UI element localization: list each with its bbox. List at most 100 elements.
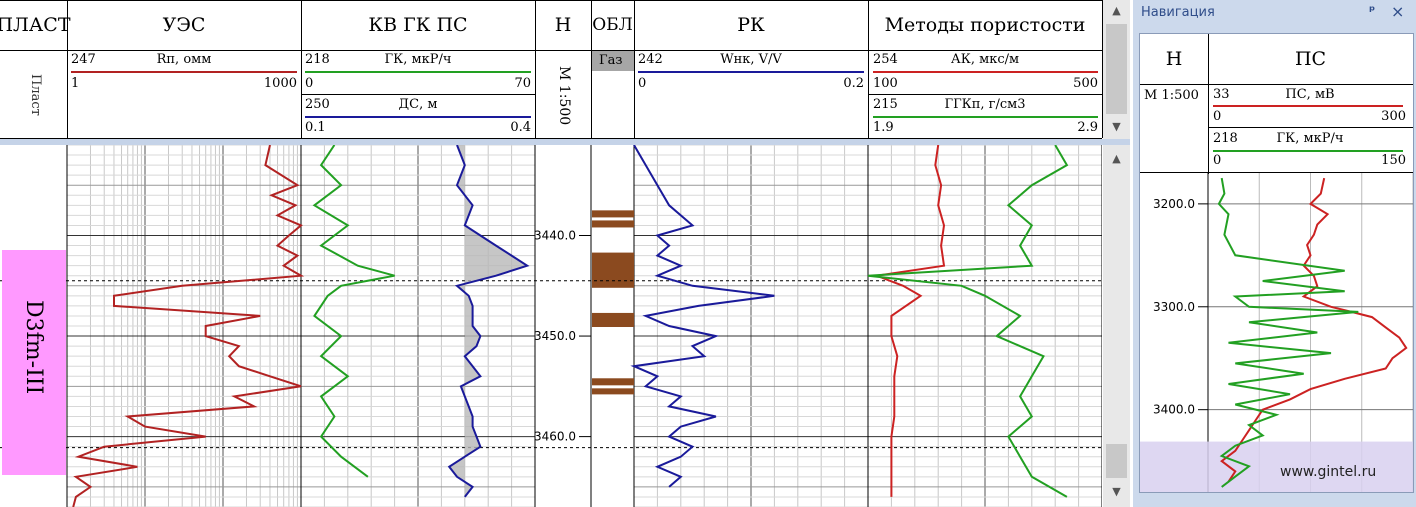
wnk-legend-line [638, 71, 864, 73]
ak-max: 500 [1073, 76, 1098, 91]
ggk-min: 1.9 [873, 120, 894, 135]
col-sep [301, 0, 302, 138]
header-splitter[interactable] [0, 139, 1130, 145]
nav-header-ps: ПС [1294, 48, 1327, 70]
scroll-up-icon[interactable]: ▲ [1112, 152, 1121, 165]
rp-name: Rп, омм [156, 52, 212, 67]
ak-legend-line [873, 71, 1098, 73]
col-sep [67, 0, 68, 138]
plast-subheader: Пласт [28, 74, 43, 116]
ggk-code: 215 [873, 97, 898, 112]
wnk-code: 242 [638, 52, 663, 67]
nav-col-sep [1208, 34, 1209, 174]
header-plast: ПЛАСТ [0, 14, 71, 36]
depth-tick-label: 3450.0 [534, 329, 576, 343]
log-tracks: 3440.0 3450.0 3460.0 [0, 145, 1102, 507]
header-porosity: Методы пористости [884, 14, 1086, 36]
obl-interval [592, 252, 634, 288]
nav-gk-legend-line [1213, 150, 1403, 152]
nav-ps-legend-line [1213, 105, 1403, 107]
obl-interval [592, 312, 634, 328]
gk-legend-line [305, 71, 531, 73]
ggk-max: 2.9 [1077, 120, 1098, 135]
nav-gk-min: 0 [1213, 153, 1222, 168]
pin-icon[interactable]: ᵖ [1369, 4, 1376, 19]
scroll-down-icon[interactable]: ▼ [1112, 120, 1121, 133]
header-depth: Н [554, 14, 572, 36]
scale-label: М 1:500 [556, 66, 572, 126]
nav-ps-max: 300 [1381, 109, 1406, 124]
scroll-up-icon[interactable]: ▲ [1112, 4, 1121, 17]
obl-legend-gas: Газ [599, 53, 623, 68]
rp-code: 247 [71, 52, 96, 67]
ds-name: ДС, м [398, 97, 438, 112]
nav-ps-min: 0 [1213, 109, 1222, 124]
ds-max: 0.4 [510, 120, 531, 135]
obl-interval [592, 220, 634, 228]
wnk-min: 0 [638, 76, 647, 91]
gk-ds-divider [301, 94, 535, 95]
nav-depth-tick-label: 3300.0 [1153, 300, 1195, 314]
ak-name: АК, мкс/м [950, 52, 1020, 67]
ggk-name: ГГКп, г/см3 [944, 97, 1026, 112]
nav-header-depth: Н [1165, 48, 1183, 70]
close-icon[interactable]: × [1391, 2, 1405, 21]
obl-legend-swatch [592, 51, 634, 71]
watermark: www.gintel.ru [1280, 464, 1377, 480]
col-sep [1102, 0, 1103, 138]
body-scroll-thumb[interactable] [1106, 444, 1127, 478]
nav-tracks: 3200.0 3300.0 3400.0 [1140, 173, 1413, 492]
nav-gk-code: 218 [1213, 131, 1238, 146]
col-sep [868, 0, 869, 138]
ds-min: 0.1 [305, 120, 326, 135]
obl-interval [592, 388, 634, 395]
header-rk: РК [737, 14, 765, 36]
wnk-max: 0.2 [843, 76, 864, 91]
gk-name: ГК, мкР/ч [384, 52, 452, 67]
nav-depth-tick-label: 3200.0 [1153, 197, 1195, 211]
header-kv-gk-ps: КВ ГК ПС [368, 14, 468, 36]
nav-curve-ГК, мкР/ч [1217, 177, 1359, 488]
header-ues: УЭС [162, 14, 206, 36]
nav-gk-max: 150 [1381, 153, 1406, 168]
nav-depth-tick-label: 3400.0 [1153, 403, 1195, 417]
col-sep [591, 0, 592, 138]
ds-code: 250 [305, 97, 330, 112]
nav-ps-gk-divider [1208, 127, 1413, 128]
header-divider [0, 50, 1102, 51]
nav-header-divider [1140, 84, 1413, 85]
curve-Rп, омм [72, 145, 305, 507]
col-sep [634, 0, 635, 138]
curve-ДС, м [447, 145, 530, 498]
depth-tick-label: 3440.0 [534, 229, 576, 243]
rp-legend-line [71, 71, 297, 73]
rp-max: 1000 [263, 76, 297, 91]
ggk-legend-line [873, 116, 1098, 118]
header-obl: ОБЛ [592, 15, 633, 35]
wnk-name: Wнк, V/V [720, 52, 782, 67]
nav-scale-label: М 1:500 [1144, 88, 1199, 103]
scroll-down-icon[interactable]: ▼ [1112, 485, 1121, 498]
gk-min: 0 [305, 76, 314, 91]
header-scroll-thumb[interactable] [1106, 24, 1127, 114]
formation-label: D3fm-III [21, 300, 46, 395]
ds-legend-line [305, 116, 531, 118]
navigation-panel: Навигация ᵖ × Н ПС М 1:500 33 ПС, мВ 0 3… [1133, 0, 1416, 507]
curve-ГК, мкР/ч [312, 145, 395, 478]
gk-max: 70 [514, 76, 531, 91]
nav-ps-name: ПС, мВ [1285, 87, 1335, 102]
gk-code: 218 [305, 52, 330, 67]
ak-ggk-divider [868, 94, 1102, 95]
nav-canvas[interactable]: Н ПС М 1:500 33 ПС, мВ 0 300 218 ГК, мкР… [1139, 33, 1414, 493]
obl-interval [592, 210, 634, 218]
formation-block [2, 250, 66, 475]
header-top-border [0, 0, 1102, 1]
nav-header-bottom [1140, 172, 1413, 173]
nav-view-highlight [1140, 441, 1413, 492]
header-bottom-border [0, 138, 1102, 139]
depth-tick-label: 3460.0 [534, 430, 576, 444]
curve-Wнк, V/V [630, 145, 775, 488]
nav-gk-name: ГК, мкР/ч [1276, 131, 1344, 146]
ak-code: 254 [873, 52, 898, 67]
curve-ГГКп, г/см3 [867, 145, 1069, 498]
